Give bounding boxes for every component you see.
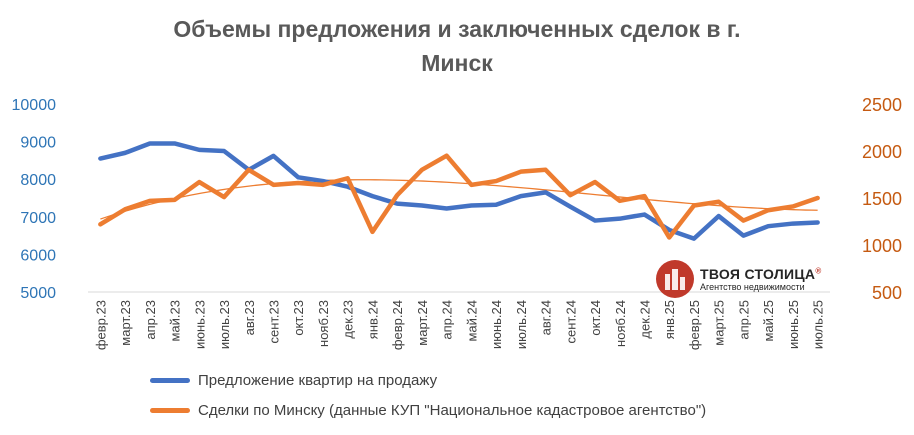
y-left-tick-label: 7000	[20, 210, 56, 227]
x-tick-label: май.25	[761, 300, 776, 342]
y-right-tick-label: 2500	[862, 95, 902, 115]
legend-item-deals: Сделки по Минску (данные КУП "Национальн…	[150, 402, 706, 419]
x-tick-label: нояб.23	[316, 300, 331, 347]
x-tick-label: июль.25	[811, 300, 826, 349]
x-tick-label: нояб.24	[613, 300, 628, 347]
logo-registered: ®	[815, 266, 822, 276]
x-tick-label: май.24	[464, 300, 479, 342]
x-tick-label: окт.23	[291, 300, 306, 336]
chart-title-line2: Минск	[421, 50, 493, 76]
y-left-tick-label: 8000	[20, 172, 56, 189]
y-left-tick-label: 10000	[12, 97, 57, 114]
y-right-tick-label: 1500	[862, 189, 902, 209]
x-tick-label: февр.23	[93, 300, 108, 350]
y-right-tick-label: 500	[872, 283, 902, 303]
x-tick-label: авг.24	[539, 300, 554, 335]
x-tick-label: апр.24	[440, 300, 455, 340]
x-tick-label: февр.24	[390, 300, 405, 350]
x-tick-label: июль.24	[514, 300, 529, 349]
legend-label-deals: Сделки по Минску (данные КУП "Национальн…	[198, 402, 707, 419]
x-tick-label: июль.23	[217, 300, 232, 349]
legend-swatch-supply	[150, 378, 190, 383]
y-left-tick-label: 5000	[20, 285, 56, 302]
x-tick-label: сент.24	[563, 300, 578, 344]
legend-label-supply: Предложение квартир на продажу	[198, 372, 438, 389]
chart-title: Объемы предложения и заключенных сделок …	[0, 12, 914, 80]
x-tick-label: июнь.23	[192, 300, 207, 349]
building-logo-icon	[656, 260, 694, 298]
x-tick-label: янв.24	[365, 300, 380, 339]
logo-name: ТВОЯ СТОЛИЦА	[700, 266, 816, 282]
x-tick-label: сент.23	[267, 300, 282, 344]
x-tick-label: июнь.25	[786, 300, 801, 349]
y-left-tick-label: 6000	[20, 247, 56, 264]
x-tick-label: май.23	[168, 300, 183, 342]
y-right-tick-label: 1000	[862, 236, 902, 256]
brand-logo: ТВОЯ СТОЛИЦА® Агентство недвижимости	[656, 260, 822, 298]
x-tick-label: апр.23	[143, 300, 158, 340]
x-tick-label: окт.24	[588, 300, 603, 336]
x-tick-label: авг.23	[242, 300, 257, 335]
logo-subtitle: Агентство недвижимости	[700, 282, 805, 292]
x-tick-label: апр.25	[736, 300, 751, 340]
legend-swatch-deals	[150, 408, 190, 413]
series-line-deals	[98, 153, 820, 240]
y-left-tick-label: 9000	[20, 135, 56, 152]
x-tick-label: март.24	[415, 300, 430, 346]
series-line-supply	[98, 141, 820, 241]
x-tick-label: дек.24	[638, 300, 653, 339]
chart-title-line1: Объемы предложения и заключенных сделок …	[173, 16, 741, 42]
y-right-tick-label: 2000	[862, 142, 902, 162]
x-tick-label: февр.25	[687, 300, 702, 350]
x-tick-label: янв.25	[662, 300, 677, 339]
x-tick-label: март.23	[118, 300, 133, 346]
x-tick-label: дек.23	[341, 300, 356, 339]
x-tick-label: июнь.24	[489, 300, 504, 349]
legend-item-supply: Предложение квартир на продажу	[150, 372, 437, 389]
x-tick-label: март.25	[712, 300, 727, 346]
